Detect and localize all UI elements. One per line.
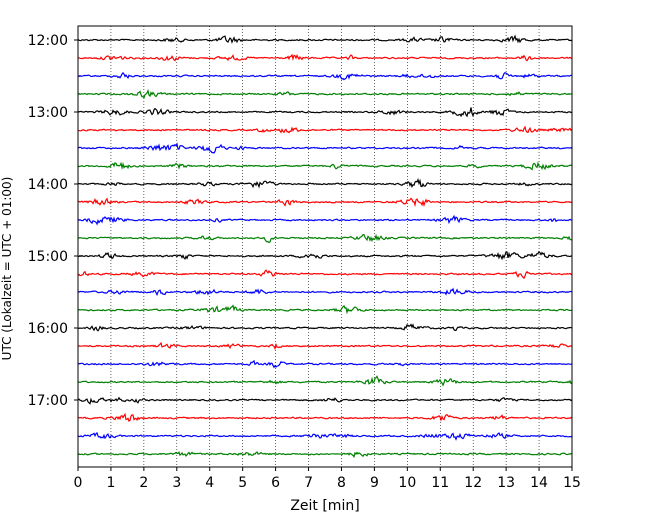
trace-1530 <box>77 287 573 297</box>
trace-1415 <box>77 197 573 208</box>
plot-frame <box>77 25 573 468</box>
x-tick-label: 15 <box>563 475 581 491</box>
plot-background <box>78 26 572 467</box>
x-tick-label: 5 <box>238 475 247 491</box>
trace-1645 <box>77 375 573 387</box>
x-tick-label: 0 <box>74 475 83 491</box>
y-axis-title: UTC (Lokalzeit = UTC + 01:00) <box>0 177 14 361</box>
x-tick-label: 7 <box>304 475 313 491</box>
y-tick-label: 14:00 <box>28 177 68 193</box>
x-tick-label: 13 <box>497 475 515 491</box>
x-axis-title: Zeit [min] <box>290 498 359 514</box>
x-tick-label: 6 <box>271 475 280 491</box>
y-tick-label: 17:00 <box>28 393 68 409</box>
x-tick-label: 8 <box>337 475 346 491</box>
x-tick-label: 3 <box>172 475 181 491</box>
trace-1215 <box>77 53 573 62</box>
trace-1345 <box>77 161 573 171</box>
trace-1445 <box>77 233 573 244</box>
trace-1700 <box>77 396 573 405</box>
trace-1400 <box>77 178 573 189</box>
trace-1600 <box>78 323 573 332</box>
trace-1615 <box>77 341 573 351</box>
x-tick-label: 2 <box>139 475 148 491</box>
x-tick-label: 14 <box>530 475 548 491</box>
trace-1545 <box>77 304 573 315</box>
x-tick-label: 10 <box>398 475 416 491</box>
trace-1430 <box>77 214 573 226</box>
x-tick-label: 9 <box>370 475 379 491</box>
x-tick-label: 4 <box>205 475 214 491</box>
x-tick-label: 12 <box>464 475 482 491</box>
x-tick-label: 11 <box>431 475 449 491</box>
y-tick-label: 15:00 <box>28 249 68 265</box>
trace-1730 <box>77 431 573 441</box>
y-tick-label: 12:00 <box>28 33 68 49</box>
trace-1315 <box>77 125 573 134</box>
trace-1245 <box>77 88 573 99</box>
x-axis-ticks: 0 1 2 3 4 5 6 7 8 9 10 11 12 13 14 15 <box>74 467 581 491</box>
trace-1500 <box>77 250 573 261</box>
trace-1715 <box>77 412 573 422</box>
trace-1300 <box>77 107 573 118</box>
seismic-traces <box>77 34 573 459</box>
y-tick-label: 16:00 <box>28 321 68 337</box>
trace-1200 <box>77 34 573 44</box>
trace-1230 <box>77 71 573 81</box>
trace-1515 <box>77 269 573 280</box>
x-tick-label: 1 <box>106 475 115 491</box>
y-axis-ticks: 12:00 13:00 14:00 15:00 16:00 17:00 <box>28 33 78 409</box>
trace-1330 <box>77 142 573 154</box>
trace-1630 <box>77 359 573 369</box>
trace-1745 <box>77 451 573 459</box>
y-tick-label: 13:00 <box>28 105 68 121</box>
